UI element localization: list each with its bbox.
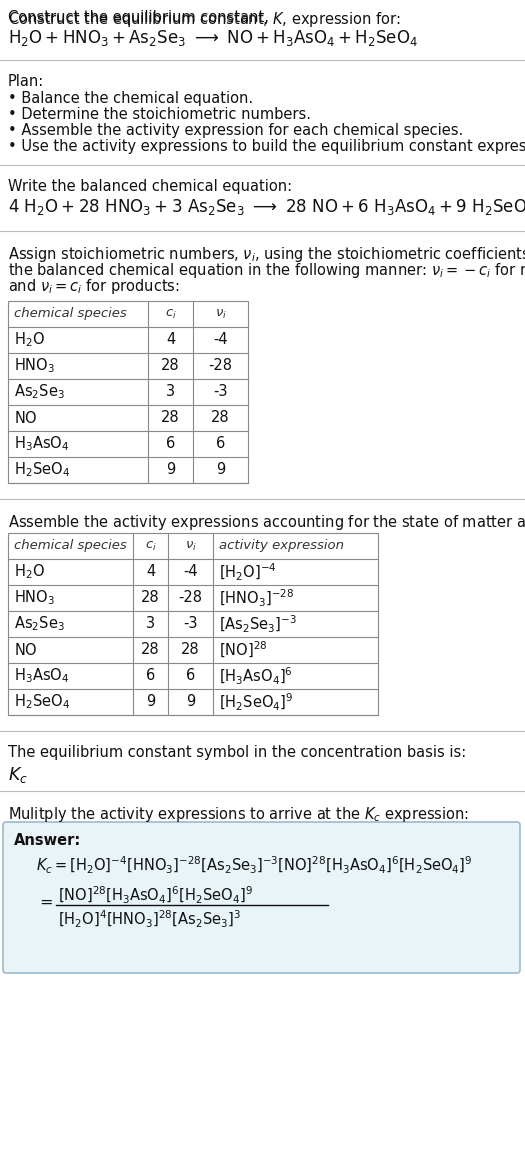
Text: $=$: $=$ bbox=[36, 894, 53, 908]
Text: 6: 6 bbox=[166, 436, 175, 452]
Text: the balanced chemical equation in the following manner: $\nu_i = -c_i$ for react: the balanced chemical equation in the fo… bbox=[8, 261, 525, 280]
Text: Mulitply the activity expressions to arrive at the $K_c$ expression:: Mulitply the activity expressions to arr… bbox=[8, 805, 469, 824]
Text: $\mathregular{H_2O}$: $\mathregular{H_2O}$ bbox=[14, 331, 45, 350]
Text: 28: 28 bbox=[141, 591, 160, 606]
Text: 28: 28 bbox=[161, 358, 180, 373]
Text: $\mathregular{HNO_3}$: $\mathregular{HNO_3}$ bbox=[14, 589, 55, 607]
Text: 28: 28 bbox=[161, 411, 180, 426]
Text: $[\mathrm{H_3AsO_4}]^{6}$: $[\mathrm{H_3AsO_4}]^{6}$ bbox=[219, 666, 293, 687]
Text: -4: -4 bbox=[183, 564, 198, 579]
Text: Construct the equilibrium constant, $K$, expression for:: Construct the equilibrium constant, $K$,… bbox=[8, 11, 401, 29]
Text: 28: 28 bbox=[141, 642, 160, 658]
Text: -3: -3 bbox=[213, 385, 228, 399]
FancyBboxPatch shape bbox=[3, 823, 520, 973]
Bar bbox=[8, 301, 248, 483]
Text: Construct the equilibrium constant,: Construct the equilibrium constant, bbox=[8, 11, 274, 25]
Text: -4: -4 bbox=[213, 332, 228, 347]
Text: -28: -28 bbox=[208, 358, 233, 373]
Text: -3: -3 bbox=[183, 617, 198, 632]
Text: 28: 28 bbox=[211, 411, 230, 426]
Text: chemical species: chemical species bbox=[14, 539, 127, 552]
Text: 3: 3 bbox=[166, 385, 175, 399]
Text: • Use the activity expressions to build the equilibrium constant expression.: • Use the activity expressions to build … bbox=[8, 139, 525, 154]
Text: $[\mathrm{H_2O}]^{4} [\mathrm{HNO_3}]^{28} [\mathrm{As_2Se_3}]^{3}$: $[\mathrm{H_2O}]^{4} [\mathrm{HNO_3}]^{2… bbox=[58, 909, 241, 930]
Text: $\mathregular{NO}$: $\mathregular{NO}$ bbox=[14, 410, 38, 426]
Text: Plan:: Plan: bbox=[8, 74, 44, 89]
Text: • Balance the chemical equation.: • Balance the chemical equation. bbox=[8, 91, 253, 106]
Text: $\mathregular{H_3AsO_4}$: $\mathregular{H_3AsO_4}$ bbox=[14, 667, 69, 686]
Text: $K_c$: $K_c$ bbox=[8, 765, 28, 785]
Text: • Assemble the activity expression for each chemical species.: • Assemble the activity expression for e… bbox=[8, 123, 463, 138]
Text: 6: 6 bbox=[146, 668, 155, 683]
Text: 9: 9 bbox=[216, 462, 225, 477]
Text: Write the balanced chemical equation:: Write the balanced chemical equation: bbox=[8, 179, 292, 194]
Text: Answer:: Answer: bbox=[14, 833, 81, 848]
Text: -28: -28 bbox=[178, 591, 203, 606]
Text: The equilibrium constant symbol in the concentration basis is:: The equilibrium constant symbol in the c… bbox=[8, 745, 466, 760]
Text: $\mathregular{As_2Se_3}$: $\mathregular{As_2Se_3}$ bbox=[14, 614, 65, 633]
Text: $\mathregular{4\ H_2O + 28\ HNO_3 + 3\ As_2Se_3 \ \longrightarrow \ 28\ NO + 6\ : $\mathregular{4\ H_2O + 28\ HNO_3 + 3\ A… bbox=[8, 197, 525, 216]
Bar bbox=[8, 534, 378, 715]
Text: $[\mathrm{NO}]^{28} [\mathrm{H_3AsO_4}]^{6} [\mathrm{H_2SeO_4}]^{9}$: $[\mathrm{NO}]^{28} [\mathrm{H_3AsO_4}]^… bbox=[58, 885, 253, 906]
Text: 4: 4 bbox=[146, 564, 155, 579]
Text: $c_i$: $c_i$ bbox=[144, 539, 156, 552]
Text: $\mathregular{As_2Se_3}$: $\mathregular{As_2Se_3}$ bbox=[14, 383, 65, 401]
Text: 3: 3 bbox=[146, 617, 155, 632]
Text: $\mathregular{H_2O}$: $\mathregular{H_2O}$ bbox=[14, 563, 45, 581]
Text: $\mathregular{H_2SeO_4}$: $\mathregular{H_2SeO_4}$ bbox=[14, 693, 70, 711]
Text: 6: 6 bbox=[216, 436, 225, 452]
Text: $[\mathrm{H_2O}]^{-4}$: $[\mathrm{H_2O}]^{-4}$ bbox=[219, 562, 277, 583]
Text: • Determine the stoichiometric numbers.: • Determine the stoichiometric numbers. bbox=[8, 106, 311, 122]
Text: Assign stoichiometric numbers, $\nu_i$, using the stoichiometric coefficients, $: Assign stoichiometric numbers, $\nu_i$, … bbox=[8, 245, 525, 264]
Text: $\mathregular{H_2O + HNO_3 + As_2Se_3 \ \longrightarrow \ NO + H_3AsO_4 + H_2SeO: $\mathregular{H_2O + HNO_3 + As_2Se_3 \ … bbox=[8, 28, 418, 48]
Text: $K_c = [\mathrm{H_2O}]^{-4} [\mathrm{HNO_3}]^{-28} [\mathrm{As_2Se_3}]^{-3} [\ma: $K_c = [\mathrm{H_2O}]^{-4} [\mathrm{HNO… bbox=[36, 855, 472, 876]
Text: 9: 9 bbox=[186, 695, 195, 709]
Text: chemical species: chemical species bbox=[14, 308, 127, 321]
Text: $[\mathrm{H_2SeO_4}]^{9}$: $[\mathrm{H_2SeO_4}]^{9}$ bbox=[219, 691, 293, 713]
Text: $\nu_i$: $\nu_i$ bbox=[184, 539, 196, 552]
Text: $\mathregular{H_2SeO_4}$: $\mathregular{H_2SeO_4}$ bbox=[14, 461, 70, 480]
Text: $\mathregular{H_3AsO_4}$: $\mathregular{H_3AsO_4}$ bbox=[14, 434, 69, 453]
Text: $[\mathrm{HNO_3}]^{-28}$: $[\mathrm{HNO_3}]^{-28}$ bbox=[219, 587, 294, 608]
Text: $\mathregular{NO}$: $\mathregular{NO}$ bbox=[14, 642, 38, 658]
Text: $c_i$: $c_i$ bbox=[165, 308, 176, 321]
Text: and $\nu_i = c_i$ for products:: and $\nu_i = c_i$ for products: bbox=[8, 277, 180, 296]
Text: Assemble the activity expressions accounting for the state of matter and $\nu_i$: Assemble the activity expressions accoun… bbox=[8, 512, 525, 532]
Text: 9: 9 bbox=[166, 462, 175, 477]
Text: activity expression: activity expression bbox=[219, 539, 344, 552]
Text: $\mathregular{HNO_3}$: $\mathregular{HNO_3}$ bbox=[14, 357, 55, 376]
Text: 6: 6 bbox=[186, 668, 195, 683]
Text: 4: 4 bbox=[166, 332, 175, 347]
Text: $[\mathrm{As_2Se_3}]^{-3}$: $[\mathrm{As_2Se_3}]^{-3}$ bbox=[219, 613, 297, 634]
Text: 28: 28 bbox=[181, 642, 200, 658]
Text: 9: 9 bbox=[146, 695, 155, 709]
Text: $\nu_i$: $\nu_i$ bbox=[215, 308, 226, 321]
Text: $[\mathrm{NO}]^{28}$: $[\mathrm{NO}]^{28}$ bbox=[219, 640, 267, 660]
